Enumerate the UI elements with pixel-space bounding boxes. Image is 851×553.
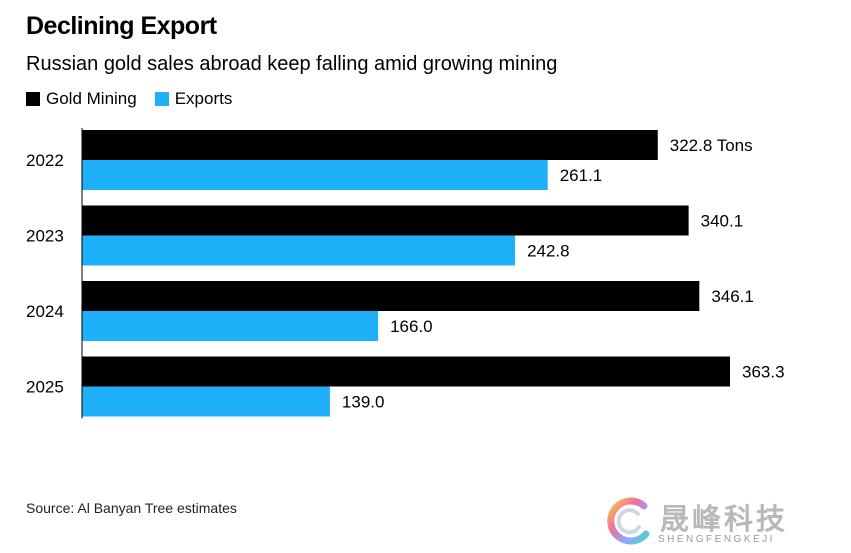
chart-subtitle: Russian gold sales abroad keep falling a…	[26, 53, 558, 75]
data-label-gold-mining-2025: 363.3	[742, 363, 785, 382]
category-label-2024: 2024	[26, 302, 64, 321]
source-note: Source: Al Banyan Tree estimates	[26, 500, 237, 516]
data-label-gold-mining-2022: 322.8 Tons	[670, 136, 753, 155]
data-label-exports-2025: 139.0	[342, 393, 385, 412]
category-label-2023: 2023	[26, 227, 64, 246]
bar-chart: 2022 322.8 Tons 261.1 2023 340.1 242.8 2024 346…	[26, 128, 785, 419]
data-label-exports-2023: 242.8	[527, 242, 570, 261]
bar-exports-2022	[82, 160, 548, 190]
category-label-2025: 2025	[26, 378, 64, 397]
category-label-2022: 2022	[26, 151, 64, 170]
legend-swatch-exports	[154, 92, 169, 106]
data-label-exports-2022: 261.1	[560, 166, 603, 185]
legend-item-exports: Exports	[154, 89, 233, 109]
data-label-gold-mining-2023: 340.1	[701, 212, 744, 231]
bar-exports-2024	[82, 311, 379, 341]
legend-label-exports: Exports	[174, 89, 233, 108]
bar-gold-mining-2025	[82, 356, 730, 387]
bar-gold-mining-2022	[82, 130, 658, 160]
watermark: 晟峰科技 SHENGFENGKEJI	[600, 494, 840, 548]
legend: Gold Mining Exports	[26, 89, 250, 109]
watermark-subtext: SHENGFENGKEJI	[658, 534, 775, 545]
chart-title: Declining Export	[26, 12, 217, 40]
data-label-gold-mining-2024: 346.1	[711, 287, 754, 306]
bar-exports-2025	[82, 386, 330, 417]
watermark-logo-icon	[607, 497, 650, 545]
watermark-text: 晟峰科技	[660, 502, 789, 536]
legend-label-gold-mining: Gold Mining	[46, 89, 137, 108]
bar-gold-mining-2024	[82, 281, 700, 311]
data-label-exports-2024: 166.0	[390, 317, 433, 336]
bar-exports-2023	[82, 235, 516, 266]
legend-swatch-gold-mining	[26, 92, 40, 106]
legend-item-gold-mining: Gold Mining	[26, 89, 137, 109]
bar-gold-mining-2023	[82, 205, 689, 236]
